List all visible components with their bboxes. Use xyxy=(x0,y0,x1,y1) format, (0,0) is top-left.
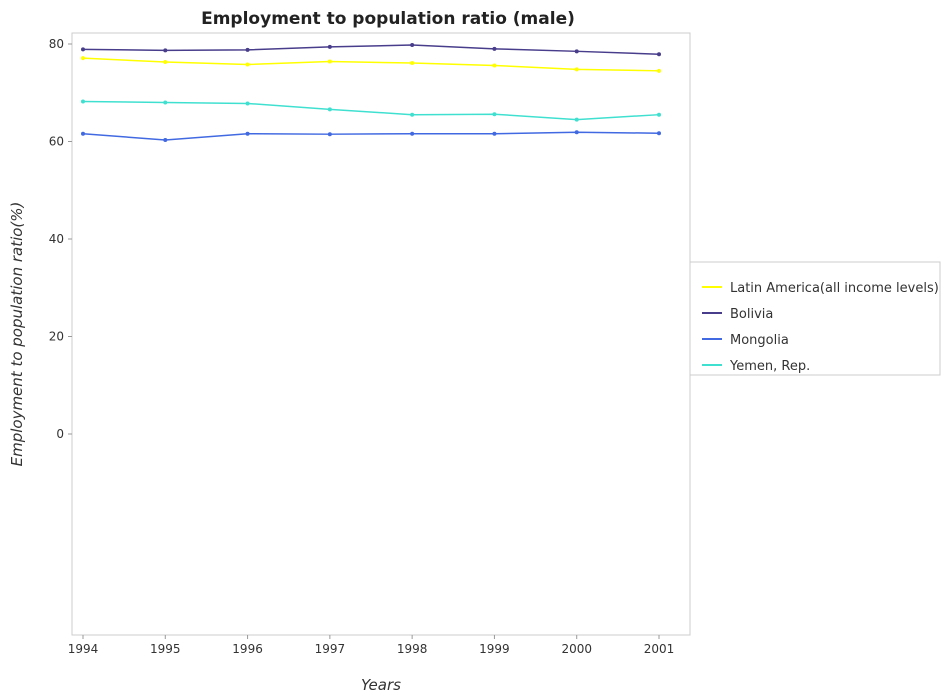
series-line-yemen-rep xyxy=(82,100,660,121)
y-axis-title: Employment to population ratio(%) xyxy=(8,202,26,467)
data-point-mongolia xyxy=(492,131,497,136)
x-tick-label: 1998 xyxy=(397,642,428,656)
data-point-mongolia xyxy=(574,130,579,135)
data-point-latin-america-all-income-levels xyxy=(410,61,415,66)
data-point-yemen-rep xyxy=(327,107,332,112)
x-tick-label: 1999 xyxy=(479,642,510,656)
data-point-latin-america-all-income-levels xyxy=(657,68,661,73)
data-point-bolivia xyxy=(492,46,497,51)
data-point-yemen-rep xyxy=(81,99,85,104)
data-point-bolivia xyxy=(327,44,332,49)
y-tick-label: 0 xyxy=(56,427,64,441)
data-point-yemen-rep xyxy=(410,112,415,117)
legend-label: Yemen, Rep. xyxy=(729,359,810,374)
legend-label: Bolivia xyxy=(730,307,773,322)
data-point-bolivia xyxy=(574,49,579,54)
y-axis: 0 20 40 60 80 xyxy=(49,37,72,441)
data-point-mongolia xyxy=(163,138,168,143)
data-point-yemen-rep xyxy=(245,101,250,106)
y-tick-label: 40 xyxy=(49,232,64,246)
x-tick-label: 1997 xyxy=(315,642,346,656)
data-point-mongolia xyxy=(81,131,85,136)
legend-items: Latin America(all income levels) Bolivia M… xyxy=(702,281,939,374)
plot-area xyxy=(71,32,691,636)
x-axis-title: Years xyxy=(361,676,401,694)
data-point-mongolia xyxy=(245,131,250,136)
series-layer xyxy=(81,42,661,143)
legend-box xyxy=(689,261,941,376)
legend-label: Latin America(all income levels) xyxy=(730,281,939,296)
legend-label: Mongolia xyxy=(730,333,789,348)
data-point-mongolia xyxy=(410,131,415,136)
data-point-mongolia xyxy=(327,132,332,137)
data-point-mongolia xyxy=(657,131,661,136)
data-point-yemen-rep xyxy=(163,100,168,105)
x-tick-label: 2000 xyxy=(561,642,592,656)
x-tick-label: 1995 xyxy=(150,642,181,656)
series-line-mongolia xyxy=(82,131,660,141)
data-point-latin-america-all-income-levels xyxy=(327,59,332,64)
data-point-yemen-rep xyxy=(492,112,497,117)
data-point-bolivia xyxy=(163,48,168,53)
series-line-bolivia xyxy=(82,44,660,55)
x-tick-label: 2001 xyxy=(644,642,675,656)
data-point-bolivia xyxy=(410,42,415,47)
y-tick-label: 60 xyxy=(49,135,64,149)
data-point-bolivia xyxy=(657,52,661,57)
chart-title: Employment to population ratio (male) xyxy=(201,9,575,29)
data-point-latin-america-all-income-levels xyxy=(574,67,579,72)
data-point-bolivia xyxy=(245,47,250,52)
data-point-yemen-rep xyxy=(574,117,579,122)
x-tick-label: 1996 xyxy=(232,642,263,656)
y-tick-label: 20 xyxy=(49,330,64,344)
x-tick-label: 1994 xyxy=(68,642,99,656)
data-point-yemen-rep xyxy=(657,112,661,117)
legend: Latin America(all income levels) Bolivia M… xyxy=(689,261,941,376)
data-point-latin-america-all-income-levels xyxy=(163,60,168,65)
series-line-latin-america-all-income-levels xyxy=(82,57,660,72)
data-point-latin-america-all-income-levels xyxy=(245,62,250,67)
data-point-bolivia xyxy=(81,47,85,52)
x-axis: 1994 1995 1996 1997 1998 1999 2000 2001 xyxy=(68,635,675,656)
data-point-latin-america-all-income-levels xyxy=(81,56,85,61)
y-tick-label: 80 xyxy=(49,37,64,51)
data-point-latin-america-all-income-levels xyxy=(492,63,497,68)
